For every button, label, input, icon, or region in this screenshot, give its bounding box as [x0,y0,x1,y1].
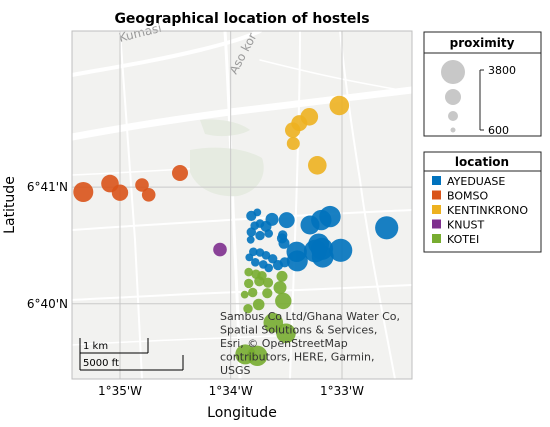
x-tick-label: 1°34'W [209,384,253,398]
hostel-point-ayeduase[interactable] [249,247,258,257]
size-legend-max-label: 3800 [488,64,516,77]
y-tick-label: 6°40'N [27,297,68,311]
legend-label-kentinkrono: KENTINKRONO [447,204,528,217]
scale-bar-ft-label: 5000 ft [83,358,119,369]
hostel-point-kotei[interactable] [273,281,287,295]
scale-bar-km-label: 1 km [83,341,108,352]
hostel-point-kotei[interactable] [276,270,288,282]
hostel-point-ayeduase[interactable] [279,257,290,268]
hostel-point-bomso[interactable] [73,182,94,202]
legend-swatch-bomso [432,190,441,200]
location-legend-title: location [455,155,509,169]
hostel-point-ayeduase[interactable] [246,235,255,244]
hostel-point-ayeduase[interactable] [329,238,353,262]
x-tick-label: 1°35'W [98,384,142,398]
hostel-point-kotei[interactable] [244,278,254,289]
x-tick-label: 1°33'W [320,384,364,398]
hostel-point-ayeduase[interactable] [308,233,330,255]
legend-label-ayeduase: AYEDUASE [447,175,505,188]
hostel-point-kotei[interactable] [262,277,274,288]
legend-label-knust: KNUST [447,219,484,232]
hostel-point-kentinkrono[interactable] [285,122,301,138]
size-legend-min-label: 600 [488,124,509,137]
hostel-point-kotei[interactable] [262,288,273,299]
hostel-point-ayeduase[interactable] [251,258,260,267]
hostel-point-ayeduase[interactable] [264,229,274,238]
legend-swatch-ayeduase [432,176,441,185]
size-legend-marker-large [441,60,465,84]
hostel-point-ayeduase[interactable] [286,241,307,262]
tick-labels: 1°35'W 1°34'W 1°33'W 6°41'N 6°40'N [27,180,364,398]
hostel-point-kotei[interactable] [252,298,265,311]
hostel-point-knust[interactable] [213,242,227,257]
data-points[interactable] [73,95,399,366]
hostel-point-kotei[interactable] [257,271,267,281]
legend-swatch-kentinkrono [432,205,441,214]
hostel-point-kotei[interactable] [244,267,253,277]
chart-title: Geographical location of hostels [114,11,369,27]
legend-label-bomso: BOMSO [447,190,488,203]
map-panel: Kumasi Aso kor 1 km 5000 ft Sambus Co Lt… [68,21,416,381]
x-axis-label: Longitude [207,405,277,421]
hostel-point-ayeduase[interactable] [375,216,399,240]
size-legend-marker-small [448,111,458,121]
hostel-point-ayeduase[interactable] [261,251,271,260]
hostel-point-kotei[interactable] [248,287,258,298]
legend-swatch-knust [432,219,441,229]
hostel-point-ayeduase[interactable] [255,230,265,241]
map-attribution: Sambus Co Ltd/Ghana Water Co, Spatial Sol… [220,310,400,377]
hostel-point-bomso[interactable] [111,184,129,201]
gridlines [72,31,412,379]
size-legend-marker-tiny [450,127,456,133]
hostel-point-kotei[interactable] [235,344,256,365]
hostel-point-kotei[interactable] [240,290,249,299]
y-axis-label: Latitude [2,176,18,234]
legend-label-kotei: KOTEI [447,233,479,246]
hostel-point-bomso[interactable] [141,188,156,202]
hostel-point-ayeduase[interactable] [253,208,262,217]
hostel-point-kotei[interactable] [275,292,292,310]
hostel-point-ayeduase[interactable] [300,215,320,235]
size-legend: proximity 3800 600 [423,31,542,137]
hostel-point-bomso[interactable] [135,178,149,192]
hostel-point-ayeduase[interactable] [278,212,295,229]
hostel-point-ayeduase[interactable] [255,219,265,228]
hostel-point-ayeduase[interactable] [264,263,274,273]
hostel-point-kentinkrono[interactable] [286,137,300,150]
size-legend-title: proximity [450,36,515,50]
hostel-point-kentinkrono[interactable] [329,95,350,116]
hostel-point-ayeduase[interactable] [268,254,278,264]
hostel-point-ayeduase[interactable] [245,253,254,262]
hostel-point-kotei[interactable] [276,323,296,344]
hostel-point-bomso[interactable] [172,165,188,181]
y-tick-label: 6°41'N [27,180,68,194]
size-legend-marker-medium [445,89,461,105]
map-border [71,30,413,380]
legend-swatch-kotei [432,234,441,243]
hostel-point-kotei[interactable] [243,304,253,314]
basemap-green-areas [190,119,264,197]
hostel-point-kentinkrono[interactable] [308,156,327,175]
hostel-point-ayeduase[interactable] [278,230,288,240]
basemap-background [72,31,412,379]
scale-bar [79,338,184,371]
